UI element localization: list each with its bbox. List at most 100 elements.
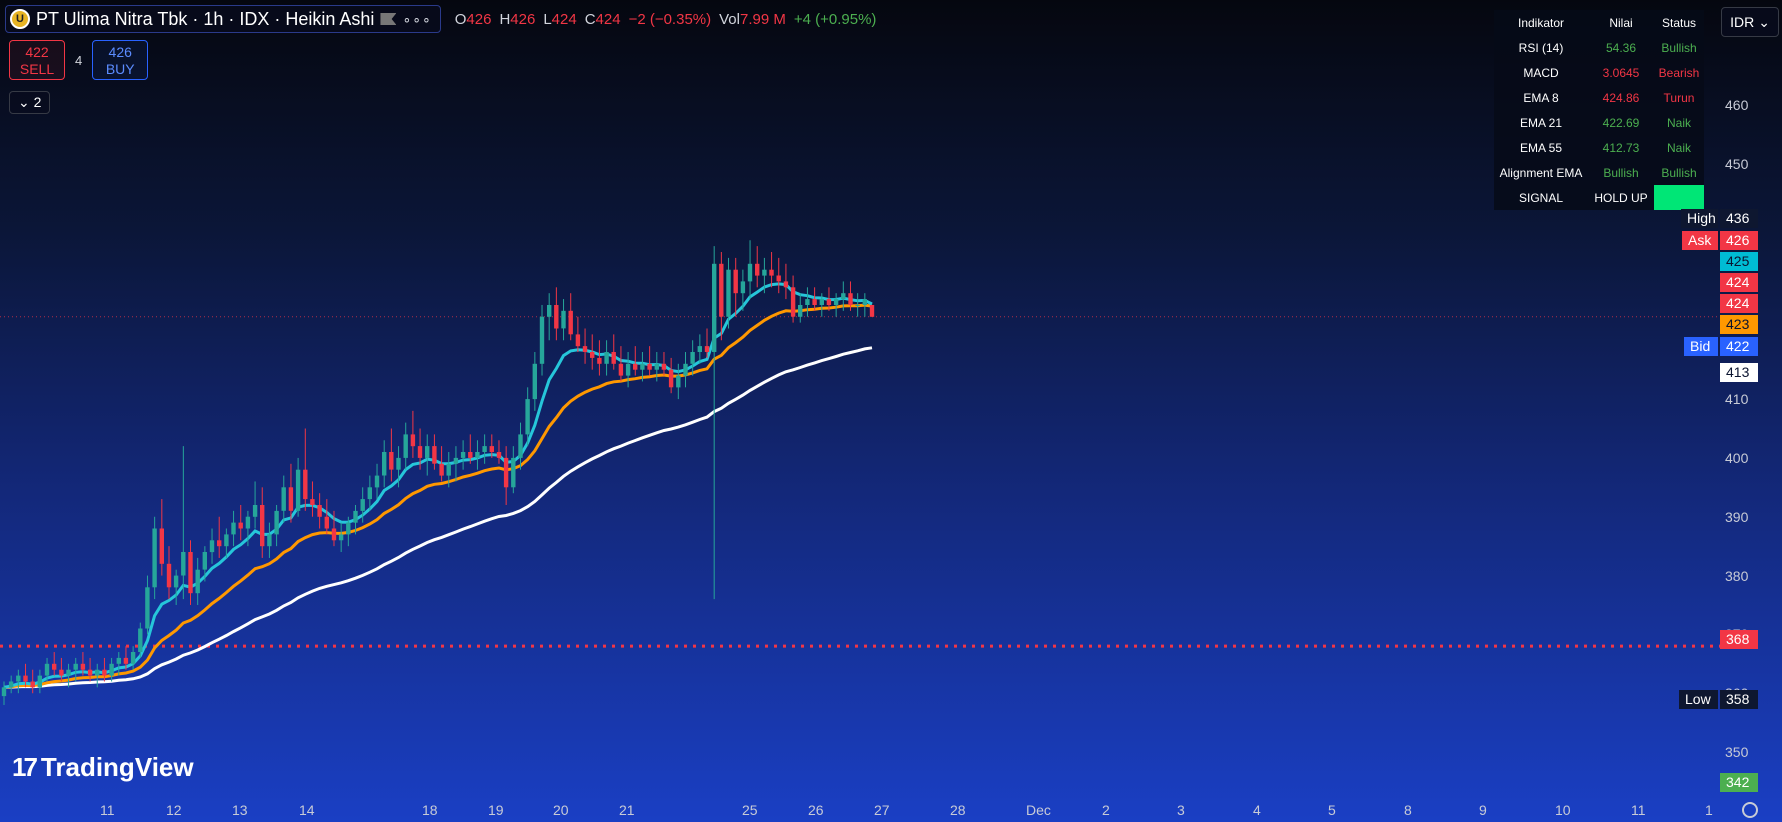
ask-price-tag: 426 bbox=[1720, 231, 1758, 250]
candle-body bbox=[496, 452, 502, 458]
price-axis-label: 350 bbox=[1725, 744, 1749, 761]
buy-price: 426 bbox=[108, 44, 132, 60]
indicator-value: HOLD UP bbox=[1594, 190, 1648, 205]
candle-body bbox=[295, 469, 301, 511]
indicator-status: Bullish bbox=[1661, 40, 1697, 55]
buy-button[interactable]: 426 BUY bbox=[92, 40, 149, 80]
tradingview-wordmark: TradingView bbox=[40, 752, 194, 782]
price-axis-label: 450 bbox=[1725, 155, 1749, 172]
candle-body bbox=[453, 457, 459, 464]
candle-body bbox=[776, 275, 781, 282]
candle-body bbox=[547, 305, 552, 317]
tradingview-watermark[interactable]: 17 TradingView bbox=[12, 752, 194, 783]
candle-body bbox=[489, 446, 494, 452]
company-logo-icon: U bbox=[10, 9, 30, 29]
time-axis-label: 14 bbox=[299, 802, 315, 818]
candle-body bbox=[575, 334, 581, 347]
bid-label-tag: Bid bbox=[1684, 337, 1718, 356]
candle-body bbox=[310, 499, 315, 505]
candle-body bbox=[195, 569, 200, 594]
currency-selector[interactable]: IDR ⌄ bbox=[1721, 7, 1779, 37]
more-options-icon[interactable]: ∘∘∘ bbox=[402, 10, 432, 27]
candle-body bbox=[518, 434, 523, 458]
candle-body bbox=[762, 269, 767, 276]
candle-body bbox=[525, 399, 530, 435]
indicator-name: EMA 21 bbox=[1519, 115, 1563, 130]
table-row: RSI (14) 54.36 Bullish bbox=[1494, 35, 1704, 60]
candle-body bbox=[346, 522, 351, 535]
candle-body bbox=[618, 363, 624, 376]
collapse-indicators-button[interactable]: ⌄ 2 bbox=[9, 91, 51, 114]
indicator-value: 54.36 bbox=[1605, 40, 1637, 55]
candle-body bbox=[855, 305, 860, 306]
price-axis-label: 390 bbox=[1725, 508, 1749, 525]
bid-price-tag: 422 bbox=[1720, 337, 1758, 356]
candle-body bbox=[152, 528, 157, 588]
buy-label: BUY bbox=[105, 61, 135, 77]
candle-body bbox=[841, 293, 846, 300]
candle-body bbox=[145, 587, 150, 629]
symbol-selector[interactable]: U PT Ulima Nitra Tbk · 1h · IDX · Heikin… bbox=[5, 5, 441, 33]
candle-body bbox=[245, 516, 251, 529]
candle-body bbox=[733, 269, 738, 294]
price-axis-label: 410 bbox=[1725, 391, 1749, 408]
time-axis-label: 18 bbox=[422, 802, 438, 818]
candle-body bbox=[95, 669, 100, 676]
candle-body bbox=[719, 263, 724, 317]
time-axis-label: 8 bbox=[1404, 802, 1412, 818]
candle-body bbox=[267, 534, 272, 547]
candle-body bbox=[568, 310, 573, 335]
candle-body bbox=[819, 299, 824, 305]
candle-body bbox=[425, 446, 430, 458]
candle-body bbox=[238, 522, 243, 529]
tradingview-logo-icon: 17 bbox=[12, 752, 38, 782]
candle-body bbox=[798, 305, 803, 317]
candle-body bbox=[102, 669, 107, 676]
candle-body bbox=[224, 534, 229, 547]
indicator-value: Bullish bbox=[1603, 165, 1639, 180]
candle-body bbox=[66, 669, 71, 676]
table-header: Status bbox=[1661, 15, 1697, 30]
time-axis-label: 9 bbox=[1479, 802, 1487, 818]
candle-body bbox=[303, 469, 308, 500]
spread: 4 bbox=[75, 52, 83, 68]
candle-body bbox=[353, 510, 358, 523]
sell-price: 422 bbox=[25, 44, 49, 60]
indicator-value: 412.73 bbox=[1602, 140, 1640, 155]
flag-icon[interactable] bbox=[380, 13, 397, 25]
volume: Vol7.99 M bbox=[719, 10, 786, 28]
candle-body bbox=[317, 505, 322, 517]
candle-body bbox=[511, 457, 516, 488]
candle-body bbox=[539, 316, 545, 364]
settings-gear-icon[interactable] bbox=[1742, 802, 1758, 818]
candle-body bbox=[475, 452, 480, 458]
candle-body bbox=[755, 263, 760, 276]
low-price-tag: 358 bbox=[1720, 690, 1758, 709]
candle-body bbox=[439, 463, 444, 476]
candle-body bbox=[582, 346, 588, 352]
candle-body bbox=[554, 305, 559, 329]
time-axis-label: 11 bbox=[100, 802, 115, 818]
candle-body bbox=[805, 299, 810, 305]
time-axis-label: 20 bbox=[553, 802, 569, 818]
candle-body bbox=[73, 663, 78, 670]
candle-body bbox=[123, 657, 129, 664]
candle-body bbox=[202, 552, 207, 570]
candle-body bbox=[869, 305, 875, 317]
time-axis-label: 1 bbox=[1705, 802, 1713, 818]
time-axis-label: 13 bbox=[232, 802, 248, 818]
candle-body bbox=[130, 652, 136, 664]
ema21-line bbox=[3, 303, 873, 689]
candle-body bbox=[460, 452, 466, 458]
candle-body bbox=[59, 669, 64, 676]
candle-body bbox=[23, 675, 28, 682]
candle-body bbox=[704, 346, 710, 352]
sell-button[interactable]: 422 SELL bbox=[9, 40, 65, 80]
close-price-tag: 424 bbox=[1720, 294, 1758, 313]
ohlc-close: C424 bbox=[584, 10, 621, 28]
candle-body bbox=[833, 299, 839, 305]
candle-body bbox=[281, 487, 286, 511]
table-row: EMA 21 422.69 Naik bbox=[1494, 110, 1704, 135]
candle-body bbox=[640, 363, 645, 370]
